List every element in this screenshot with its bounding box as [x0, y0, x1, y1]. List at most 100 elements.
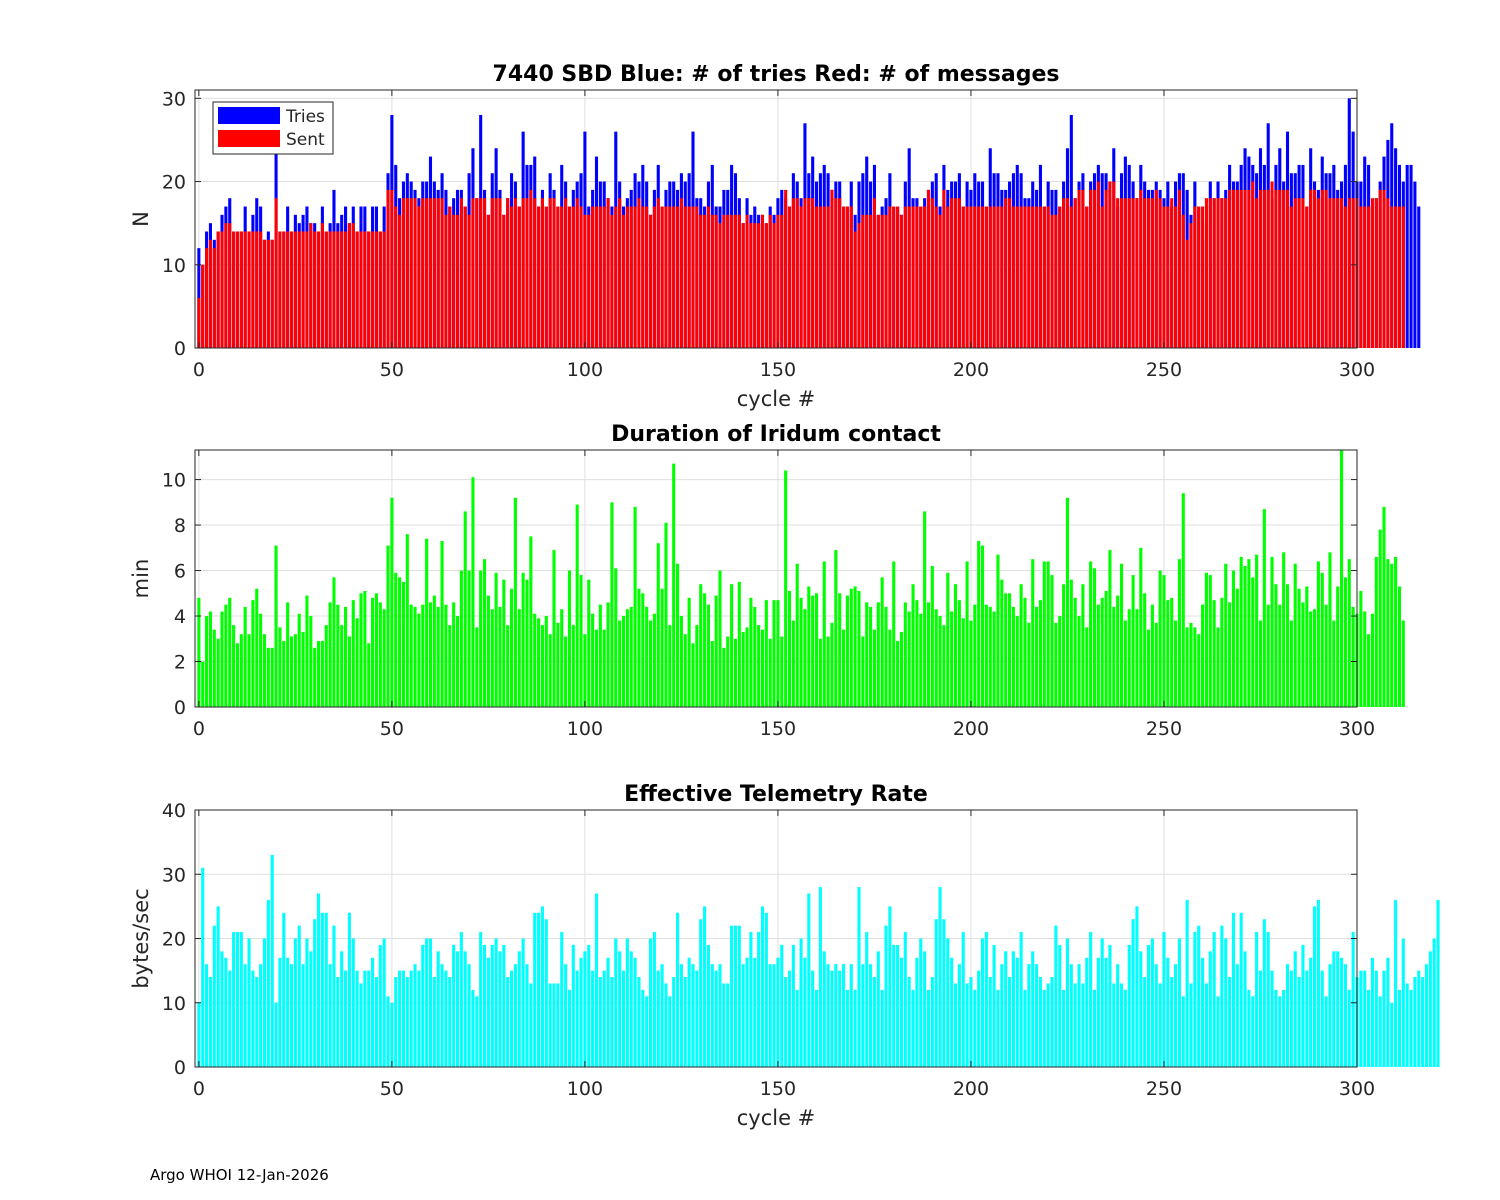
- bar-rate: [953, 983, 958, 1067]
- bar-duration: [1316, 561, 1320, 707]
- bar-rate: [259, 964, 263, 1067]
- bar-duration: [637, 588, 641, 707]
- bar-duration: [1394, 556, 1398, 707]
- y-tick-label: 0: [174, 338, 186, 360]
- bar-duration: [1351, 606, 1355, 707]
- bar-duration: [1174, 620, 1178, 707]
- bar-duration: [861, 636, 865, 707]
- bar-rate: [633, 957, 637, 1067]
- bar-rate: [1274, 989, 1278, 1067]
- bar-sent: [1201, 206, 1205, 348]
- bar-duration: [1193, 627, 1197, 707]
- bar-sent: [1274, 189, 1278, 348]
- bar-duration: [726, 636, 730, 707]
- bar-sent: [637, 198, 641, 348]
- bar-rate: [197, 1002, 201, 1067]
- bar-duration: [842, 629, 846, 707]
- bar-duration: [324, 625, 328, 707]
- bar-duration: [745, 627, 749, 707]
- bar-rate: [1100, 938, 1104, 1067]
- bar-duration: [830, 622, 834, 707]
- bar-sent: [1000, 206, 1004, 348]
- bar-duration: [405, 534, 409, 707]
- bar-duration: [417, 613, 421, 707]
- bar-duration: [602, 629, 606, 707]
- bar-duration: [567, 570, 572, 707]
- bar-sent: [1336, 198, 1340, 348]
- bar-rate: [737, 925, 741, 1067]
- x-tick-label: 250: [1146, 1078, 1182, 1100]
- bar-rate: [398, 970, 402, 1067]
- bar-sent: [1073, 198, 1077, 348]
- bar-sent: [1328, 198, 1332, 348]
- bar-rate: [425, 938, 429, 1067]
- bar-duration: [1401, 620, 1405, 707]
- bar-duration: [583, 634, 587, 707]
- bar-rate: [876, 951, 880, 1067]
- bar-rate: [722, 983, 726, 1067]
- bar-sent: [861, 214, 865, 348]
- bar-rate: [525, 964, 529, 1067]
- bar-sent: [1015, 206, 1019, 348]
- bar-sent: [811, 198, 815, 348]
- bar-rate: [830, 970, 834, 1067]
- bar-sent: [1054, 214, 1058, 348]
- bar-rate: [452, 944, 456, 1067]
- bar-sent: [950, 198, 954, 348]
- bar-sent: [1220, 198, 1224, 348]
- bar-rate: [374, 977, 378, 1067]
- bar-rate: [772, 964, 776, 1067]
- bar-rate: [297, 925, 301, 1067]
- bar-duration: [741, 631, 745, 707]
- bar-rate: [266, 899, 270, 1067]
- bar-sent: [1301, 198, 1305, 348]
- bar-rate: [583, 951, 587, 1067]
- bar-rate: [548, 983, 552, 1067]
- bar-rate: [1050, 977, 1054, 1067]
- bar-duration: [977, 540, 981, 707]
- bar-duration: [1251, 577, 1255, 707]
- bar-rate: [1065, 938, 1070, 1067]
- bar-duration: [205, 616, 209, 707]
- bar-rate: [594, 893, 599, 1067]
- bar-rate: [394, 977, 398, 1067]
- bar-duration: [1189, 622, 1193, 707]
- bar-sent: [1104, 189, 1108, 348]
- bar-sent: [1004, 198, 1008, 348]
- bar-rate: [220, 951, 224, 1067]
- bar-duration: [517, 609, 521, 707]
- bar-duration: [1367, 634, 1371, 707]
- bar-duration: [575, 504, 579, 707]
- bar-rate: [1089, 932, 1093, 1067]
- bar-duration: [270, 647, 274, 707]
- bar-sent: [664, 206, 668, 348]
- bar-duration: [984, 604, 988, 707]
- bar-duration: [787, 591, 792, 707]
- bar-duration: [814, 593, 819, 707]
- bar-sent: [1189, 223, 1193, 348]
- bar-rate: [814, 989, 819, 1067]
- bar-rate: [926, 989, 931, 1067]
- bar-duration: [1320, 572, 1324, 707]
- bar-rate: [598, 977, 602, 1067]
- bar-rate: [278, 957, 282, 1067]
- x-tick-label: 200: [953, 718, 989, 740]
- bar-sent: [1011, 206, 1015, 348]
- x-tick-label: 300: [1339, 359, 1375, 381]
- bar-duration: [722, 647, 726, 707]
- bar-sent: [1174, 206, 1178, 348]
- bar-sent: [448, 206, 452, 348]
- y-axis-label-3: bytes/sec: [129, 888, 153, 988]
- bar-duration: [969, 620, 973, 707]
- bar-rate: [564, 964, 568, 1067]
- bar-rate: [432, 977, 436, 1067]
- bar-sent: [1266, 189, 1270, 348]
- bar-rate: [1000, 964, 1004, 1067]
- bar-duration: [1143, 593, 1147, 707]
- x-tick-label: 300: [1339, 718, 1375, 740]
- bar-duration: [1220, 597, 1224, 707]
- bar-rate: [907, 977, 911, 1067]
- bar-duration: [255, 588, 259, 707]
- bar-duration: [838, 593, 842, 707]
- bar-rate: [1058, 944, 1062, 1067]
